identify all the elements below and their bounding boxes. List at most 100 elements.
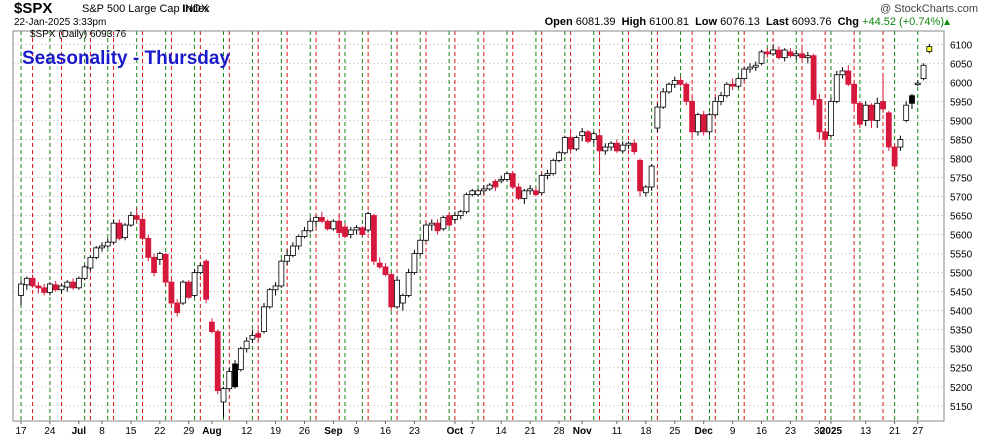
candle-body	[174, 302, 181, 313]
candle-body	[318, 217, 325, 222]
candle-body	[64, 281, 71, 288]
candle-body	[162, 253, 169, 283]
candle-body	[41, 287, 48, 293]
candle-body	[405, 272, 412, 296]
candle-body	[631, 142, 638, 153]
candle-body	[469, 190, 476, 196]
candle-body	[637, 159, 643, 192]
candle-body	[232, 363, 238, 388]
x-tick-label: 21	[889, 426, 901, 437]
x-tick-label: 12	[241, 426, 253, 437]
candle-body	[561, 137, 568, 154]
ohlc-readout: Open 6081.39 High 6100.81 Low 6076.13 La…	[545, 16, 944, 28]
instrument-name: S&P 500 Large Cap Index	[82, 3, 210, 15]
candle-body	[712, 100, 719, 116]
candle-body	[689, 100, 696, 133]
y-tick-label: 5500	[950, 269, 973, 280]
y-tick-label: 5600	[950, 231, 973, 242]
x-tick-label: 27	[912, 426, 924, 437]
candle-body	[851, 83, 858, 104]
candle-body	[330, 220, 337, 230]
candle-body	[787, 51, 794, 57]
seasonality-lines	[20, 31, 919, 421]
candle-body	[845, 70, 852, 85]
candle-body	[104, 241, 111, 247]
axes: 5150 5200 5250 5300 5350 5400 5450 5500 5550 5600…	[12, 30, 973, 437]
candle-body	[336, 220, 343, 234]
candle-body	[307, 220, 314, 232]
candle-body	[214, 331, 221, 391]
x-tick-label: 25	[669, 426, 681, 437]
x-tick-label: 15	[125, 426, 137, 437]
high-label: High	[621, 16, 647, 28]
open-value: 6081.39	[575, 16, 616, 28]
candle-body	[781, 49, 788, 59]
candle-body	[353, 227, 360, 231]
candle-body	[237, 348, 244, 371]
y-tick-label: 5900	[950, 116, 973, 127]
candle-body	[729, 83, 736, 87]
candle-body	[70, 281, 76, 289]
candle-body	[180, 281, 186, 304]
candle-body	[804, 55, 811, 59]
up-arrow-icon: ▲	[942, 17, 952, 28]
x-tick-label: 9	[730, 426, 736, 437]
chart-title: Seasonality - Thursday	[22, 48, 230, 69]
candle-body	[128, 215, 134, 226]
candle-body	[897, 139, 904, 148]
candle-body	[220, 388, 227, 403]
candle-body	[909, 95, 915, 104]
candle-body	[590, 133, 597, 140]
candle-body	[29, 277, 36, 287]
candle-body	[614, 142, 620, 152]
candle-body	[504, 173, 510, 180]
candle-body	[399, 295, 406, 304]
x-tick-label: 29	[183, 426, 195, 437]
candle-body	[47, 283, 53, 293]
candle-body	[417, 239, 424, 254]
candle-body	[428, 222, 435, 226]
y-tick-label: 5550	[950, 250, 973, 261]
candle-body	[619, 144, 626, 152]
candle-body	[775, 49, 782, 59]
candle-body	[457, 211, 464, 216]
chg-label: Chg	[837, 16, 859, 28]
candle-body	[35, 285, 42, 289]
last-label: Last	[766, 16, 789, 28]
candle-body	[764, 51, 771, 55]
candle-body	[151, 256, 157, 274]
candle-body	[706, 114, 713, 133]
candle-body	[723, 83, 730, 97]
candle-body	[556, 152, 562, 161]
candle-body	[700, 114, 707, 133]
candle-body	[93, 247, 100, 258]
plot-frame	[12, 30, 945, 422]
candle-body	[382, 266, 389, 275]
candle-body	[434, 222, 441, 232]
candle-body	[758, 51, 765, 64]
low-label: Low	[695, 16, 718, 28]
x-tick-label: 14	[496, 426, 508, 437]
y-tick-label: 5150	[950, 402, 973, 413]
y-tick-label: 6000	[950, 78, 973, 89]
open-label: Open	[544, 16, 573, 28]
symbol-label: $SPX	[14, 0, 53, 17]
x-tick-label: 9	[354, 426, 360, 437]
candle-body	[828, 100, 834, 137]
candle-body	[18, 283, 24, 296]
candle-body	[833, 74, 840, 102]
candle-body	[527, 188, 534, 192]
candle-body	[903, 104, 910, 121]
x-tick-label: 23	[785, 426, 797, 437]
y-tick-label: 5800	[950, 154, 973, 165]
y-tick-label: 5450	[950, 288, 973, 299]
candle-body	[290, 245, 296, 256]
candles	[18, 43, 933, 418]
last-value: 6093.76	[791, 16, 832, 28]
candle-body	[816, 99, 823, 133]
x-tick-label: Dec	[695, 426, 714, 437]
candle-body	[677, 80, 684, 85]
high-value: 6100.81	[649, 16, 689, 28]
candle-body	[839, 70, 846, 76]
candle-body	[209, 321, 215, 332]
